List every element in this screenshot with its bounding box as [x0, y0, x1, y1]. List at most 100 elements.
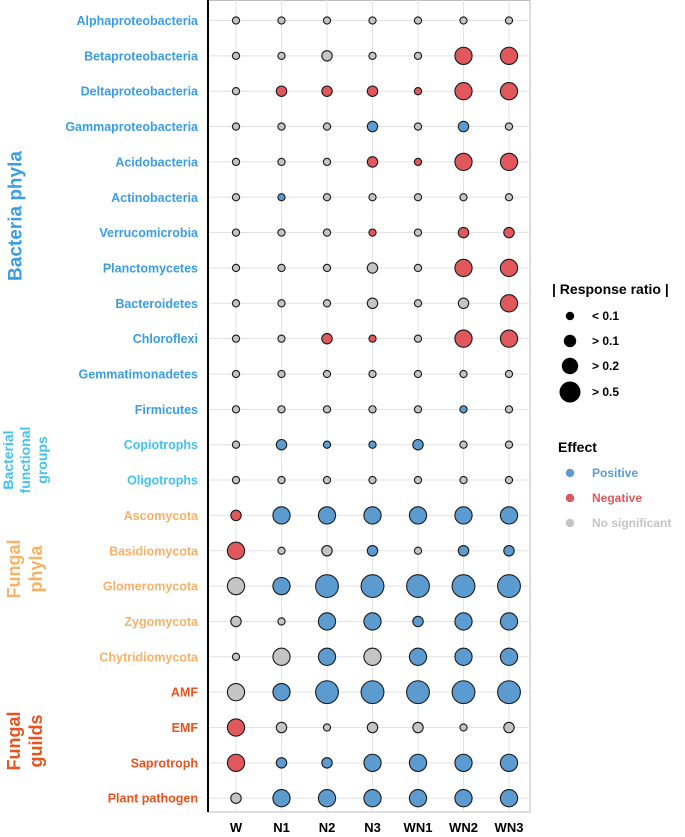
bubble-zygomycota-n1 [277, 617, 286, 626]
bubble-betaproteobacteria-n3 [368, 51, 377, 60]
bubble-gemmatimonadetes-wn3 [504, 369, 514, 379]
bubble-chytridiomycota-n1 [272, 647, 291, 666]
row-label-emf: EMF [172, 721, 199, 735]
bubble-zygomycota-w [230, 615, 242, 628]
bubble-zygomycota-wn1 [412, 615, 424, 628]
legend-effect-dot-no-significant [565, 518, 575, 528]
group-label-fungal-phyla-line-1: Fungal [4, 540, 24, 599]
column-label-n3: N3 [364, 820, 381, 835]
bubble-gammaproteobacteria-wn1 [413, 122, 423, 131]
bubble-planctomycetes-n2 [322, 263, 332, 273]
bubble-basidiomycota-n1 [277, 546, 286, 555]
bubble-ascomycota-n1 [272, 506, 291, 525]
bubble-amf-n2 [315, 680, 339, 705]
bubble-firmicutes-n2 [322, 405, 332, 414]
column-label-wn1: WN1 [404, 820, 433, 835]
bubble-copiotrophs-n2 [322, 440, 332, 449]
bubble-planctomycetes-n1 [277, 263, 286, 273]
bubble-ascomycota-n3 [363, 506, 382, 525]
bubble-actinobacteria-wn1 [413, 193, 423, 202]
bubble-chytridiomycota-wn2 [454, 647, 473, 666]
bubble-alphaproteobacteria-w [231, 16, 241, 25]
bubble-firmicutes-w [231, 405, 241, 414]
bubble-firmicutes-n1 [277, 405, 286, 414]
bubble-verrucomicrobia-n1 [277, 228, 286, 237]
legend-effect-dot-positive [565, 468, 575, 478]
bubble-saprotroph-n1 [275, 757, 288, 769]
group-label-fungal-guilds-line-1: Fungal [4, 712, 24, 771]
bubble-glomeromycota-n3 [360, 574, 385, 599]
bubble-chytridiomycota-n3 [363, 647, 382, 666]
row-label-plant-pathogen: Plant pathogen [108, 792, 198, 806]
group-label-fungal-guilds-line-2: guilds [26, 715, 46, 768]
bubble-gammaproteobacteria-n2 [322, 122, 332, 131]
bubble-chloroflexi-n1 [277, 334, 286, 343]
bubble-oligotrophs-wn3 [504, 475, 514, 485]
bubble-acidobacteria-wn2 [454, 152, 473, 172]
bubble-gammaproteobacteria-w [231, 122, 241, 131]
bubble-plant-pathogen-wn2 [454, 789, 473, 808]
legend-size-label-1: < 0.1 [592, 309, 619, 323]
bubble-planctomycetes-wn1 [413, 263, 423, 273]
legend-effect-label-no-significant: No significant [592, 516, 671, 530]
bubble-emf-n1 [275, 721, 288, 734]
legend-effect-label-negative: Negative [592, 491, 642, 505]
bubble-betaproteobacteria-n2 [321, 50, 333, 62]
row-label-oligotrophs: Oligotrophs [127, 474, 198, 488]
bubble-chloroflexi-w [231, 334, 241, 343]
bubble-basidiomycota-wn3 [503, 544, 515, 557]
bubble-acidobacteria-wn3 [499, 152, 519, 172]
group-label-functional-line-2: functional [17, 427, 33, 494]
row-label-gemmatimonadetes: Gemmatimonadetes [79, 368, 199, 382]
bubble-saprotroph-n2 [321, 757, 333, 769]
legend-size-dot-4 [559, 381, 581, 403]
bubble-chytridiomycota-wn1 [408, 647, 428, 666]
bubble-oligotrophs-wn2 [459, 475, 468, 485]
bubble-emf-w [226, 718, 246, 737]
group-label-bacteria-line-1: Bacteria phyla [6, 151, 27, 281]
bubble-basidiomycota-wn2 [457, 544, 470, 557]
bubble-verrucomicrobia-wn1 [413, 228, 423, 237]
bubble-betaproteobacteria-wn1 [413, 51, 423, 60]
legend-effect-title: Effect [558, 439, 597, 455]
bubble-ascomycota-w [230, 509, 242, 522]
row-label-firmicutes: Firmicutes [135, 403, 198, 417]
bubble-chytridiomycota-n2 [317, 647, 337, 666]
bubble-chloroflexi-wn2 [454, 329, 473, 348]
row-label-zygomycota: Zygomycota [124, 615, 199, 629]
row-label-glomeromycota: Glomeromycota [103, 580, 199, 594]
bubble-actinobacteria-n2 [322, 193, 332, 202]
bubble-gammaproteobacteria-n1 [277, 122, 286, 131]
bubble-ascomycota-wn3 [499, 506, 519, 525]
bubble-chloroflexi-n2 [321, 332, 333, 345]
bubble-basidiomycota-n3 [366, 544, 379, 557]
bubble-chytridiomycota-wn3 [499, 647, 519, 666]
bubble-saprotroph-w [226, 753, 246, 773]
bubble-planctomycetes-wn3 [499, 258, 519, 278]
group-label-fungal-phyla-line-2: phyla [26, 545, 46, 593]
bubble-actinobacteria-n1 [277, 193, 286, 202]
bubble-basidiomycota-n2 [321, 544, 333, 557]
bubble-deltaproteobacteria-n1 [275, 85, 288, 97]
bubble-emf-wn1 [412, 721, 424, 734]
bubble-betaproteobacteria-n1 [277, 51, 286, 60]
bubble-amf-wn2 [451, 680, 476, 705]
bubble-zygomycota-wn3 [499, 612, 519, 631]
bubble-saprotroph-wn3 [499, 753, 519, 773]
bubble-firmicutes-n3 [368, 405, 377, 414]
bubble-bacteroidetes-n2 [322, 299, 332, 308]
bubble-copiotrophs-wn3 [504, 440, 514, 449]
bubble-deltaproteobacteria-n3 [366, 85, 379, 97]
bubble-plant-pathogen-n2 [317, 789, 337, 808]
column-label-wn2: WN2 [449, 820, 478, 835]
bubble-amf-wn3 [497, 680, 521, 705]
bubble-verrucomicrobia-wn3 [503, 226, 515, 239]
bubble-actinobacteria-wn3 [504, 193, 514, 202]
bubble-deltaproteobacteria-wn2 [454, 82, 473, 101]
legend-size-title: | Response ratio | [552, 281, 669, 297]
bubble-zygomycota-wn2 [454, 612, 473, 631]
bubble-planctomycetes-w [231, 263, 241, 273]
legend-size-dot-1 [565, 311, 575, 321]
bubble-plant-pathogen-wn3 [499, 789, 519, 808]
bubble-gammaproteobacteria-wn3 [504, 122, 514, 131]
